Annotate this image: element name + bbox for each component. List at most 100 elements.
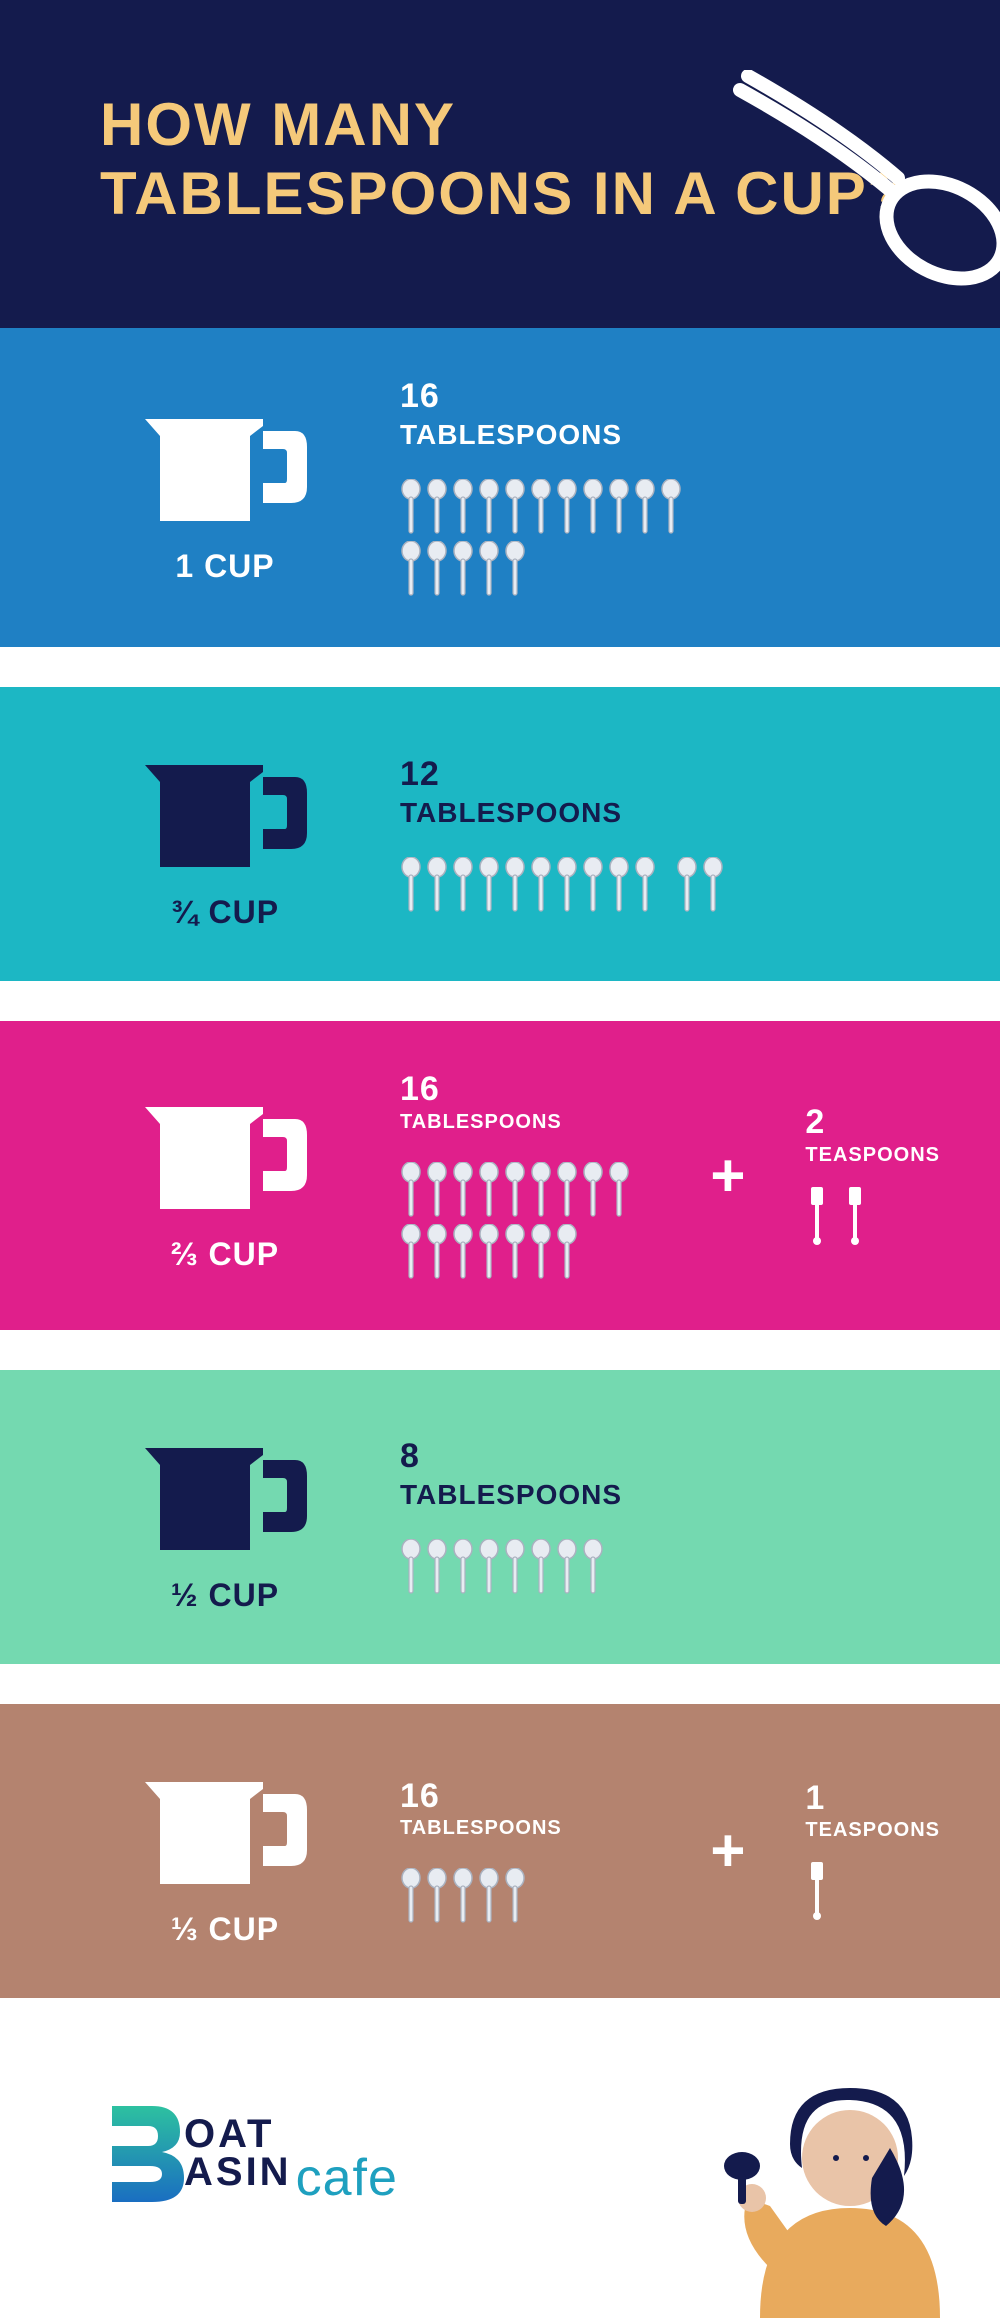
measuring-cup-icon bbox=[135, 1754, 315, 1894]
measuring-cup-icon bbox=[135, 737, 315, 877]
tablespoon-icon bbox=[504, 857, 526, 913]
tablespoon-icon bbox=[582, 1539, 604, 1595]
cup-column: ⅓ CUP bbox=[100, 1754, 350, 1948]
teaspoon-unit: TEASPOONS bbox=[805, 1144, 940, 1167]
cup-label: ½ CUP bbox=[100, 1577, 350, 1614]
tablespoon-icon bbox=[400, 1224, 422, 1280]
tablespoon-icon bbox=[426, 857, 448, 913]
tablespoon-icon bbox=[478, 1224, 500, 1280]
tablespoon-unit: TABLESPOONS bbox=[400, 1111, 650, 1134]
conversion-row: ⅓ CUP 16 TABLESPOONS + 1 TEASPOONS bbox=[0, 1704, 1000, 1998]
tablespoon-icon bbox=[426, 1868, 448, 1924]
tablespoon-icon bbox=[426, 1539, 448, 1595]
tablespoon-column: 8 TABLESPOONS bbox=[400, 1438, 940, 1595]
teaspoon-column: 2 TEASPOONS bbox=[805, 1104, 940, 1246]
tablespoon-column: 16 TABLESPOONS bbox=[400, 378, 940, 597]
tablespoon-icon bbox=[608, 1162, 630, 1218]
tablespoon-icon bbox=[400, 1162, 422, 1218]
tablespoon-column: 16 TABLESPOONS bbox=[400, 1778, 650, 1924]
tablespoon-unit: TABLESPOONS bbox=[400, 797, 940, 829]
tablespoon-icon bbox=[426, 479, 448, 535]
tablespoon-icon bbox=[556, 1224, 578, 1280]
tablespoon-count: 16 bbox=[400, 378, 940, 415]
spoon-outline-icon bbox=[720, 70, 1000, 310]
tablespoon-icon bbox=[556, 857, 578, 913]
tablespoon-icon bbox=[452, 541, 474, 597]
tablespoon-unit: TABLESPOONS bbox=[400, 419, 940, 451]
tablespoon-icon bbox=[400, 479, 422, 535]
tablespoon-icon bbox=[530, 1162, 552, 1218]
tablespoon-icon bbox=[478, 1162, 500, 1218]
logo-text-bottom: ASIN bbox=[184, 2153, 292, 2191]
tablespoon-icon bbox=[478, 1539, 500, 1595]
tablespoon-icon bbox=[676, 857, 698, 913]
tablespoon-icon bbox=[634, 479, 656, 535]
tablespoon-count: 16 bbox=[400, 1778, 650, 1815]
tablespoon-icon bbox=[608, 479, 630, 535]
cup-column: ½ CUP bbox=[100, 1420, 350, 1614]
cup-column: ¾ CUP bbox=[100, 737, 350, 931]
tablespoon-icon bbox=[452, 479, 474, 535]
tablespoon-icon bbox=[400, 541, 422, 597]
tablespoon-icon bbox=[452, 1224, 474, 1280]
tablespoon-icon bbox=[530, 857, 552, 913]
tablespoon-count: 8 bbox=[400, 1438, 940, 1475]
plus-icon: + bbox=[700, 1141, 755, 1210]
teaspoon-icon bbox=[805, 1860, 829, 1922]
tablespoon-count: 16 bbox=[400, 1071, 650, 1108]
teaspoon-icon bbox=[843, 1185, 867, 1247]
tablespoon-icon bbox=[452, 1868, 474, 1924]
tablespoon-icon bbox=[452, 857, 474, 913]
tablespoon-unit: TABLESPOONS bbox=[400, 1817, 650, 1840]
tablespoon-icon bbox=[478, 479, 500, 535]
teaspoon-count: 1 bbox=[805, 1780, 940, 1817]
tablespoon-icon bbox=[530, 1539, 552, 1595]
tablespoon-icon bbox=[582, 479, 604, 535]
tablespoon-icon bbox=[504, 541, 526, 597]
footer: OAT ASIN cafe bbox=[0, 2038, 1000, 2318]
tablespoon-icon bbox=[452, 1539, 474, 1595]
conversion-row: ½ CUP 8 TABLESPOONS bbox=[0, 1370, 1000, 1664]
tablespoon-column: 12 TABLESPOONS bbox=[400, 756, 940, 913]
plus-icon: + bbox=[700, 1816, 755, 1885]
tablespoon-icon bbox=[426, 541, 448, 597]
teaspoon-icon bbox=[805, 1185, 829, 1247]
cup-label: ⅓ CUP bbox=[100, 1911, 350, 1948]
tablespoon-icon bbox=[400, 1539, 422, 1595]
tablespoon-count: 12 bbox=[400, 756, 940, 793]
conversion-row: ¾ CUP 12 TABLESPOONS bbox=[0, 687, 1000, 981]
tablespoon-icon bbox=[702, 857, 724, 913]
measuring-cup-icon bbox=[135, 1079, 315, 1219]
cup-label: ⅔ CUP bbox=[100, 1236, 350, 1273]
tablespoon-icon bbox=[478, 857, 500, 913]
conversion-row: ⅔ CUP 16 TABLESPOONS bbox=[0, 1021, 1000, 1329]
tablespoon-icon bbox=[504, 479, 526, 535]
tablespoon-icon bbox=[556, 1539, 578, 1595]
tablespoon-icon bbox=[556, 1162, 578, 1218]
logo-text-top: OAT bbox=[184, 2115, 292, 2153]
tablespoon-icon bbox=[608, 857, 630, 913]
tablespoon-icon bbox=[634, 857, 656, 913]
tablespoon-icon bbox=[452, 1162, 474, 1218]
logo-b-icon bbox=[100, 2098, 190, 2208]
tablespoon-icon bbox=[478, 1868, 500, 1924]
cup-label: 1 CUP bbox=[100, 548, 350, 585]
cup-column: 1 CUP bbox=[100, 391, 350, 585]
teaspoon-count: 2 bbox=[805, 1104, 940, 1141]
tablespoon-unit: TABLESPOONS bbox=[400, 1479, 940, 1511]
tablespoon-icon bbox=[530, 1224, 552, 1280]
tablespoon-icon bbox=[478, 541, 500, 597]
tablespoon-icon bbox=[504, 1868, 526, 1924]
teaspoon-unit: TEASPOONS bbox=[805, 1819, 940, 1842]
measuring-cup-icon bbox=[135, 391, 315, 531]
measuring-cup-icon bbox=[135, 1420, 315, 1560]
tablespoon-icon bbox=[400, 1868, 422, 1924]
tablespoon-icon bbox=[530, 479, 552, 535]
cup-column: ⅔ CUP bbox=[100, 1079, 350, 1273]
teaspoon-column: 1 TEASPOONS bbox=[805, 1780, 940, 1922]
tablespoon-icon bbox=[660, 479, 682, 535]
tablespoon-icon bbox=[426, 1224, 448, 1280]
tablespoon-icon bbox=[504, 1162, 526, 1218]
chef-illustration bbox=[690, 2058, 970, 2318]
tablespoon-icon bbox=[556, 479, 578, 535]
